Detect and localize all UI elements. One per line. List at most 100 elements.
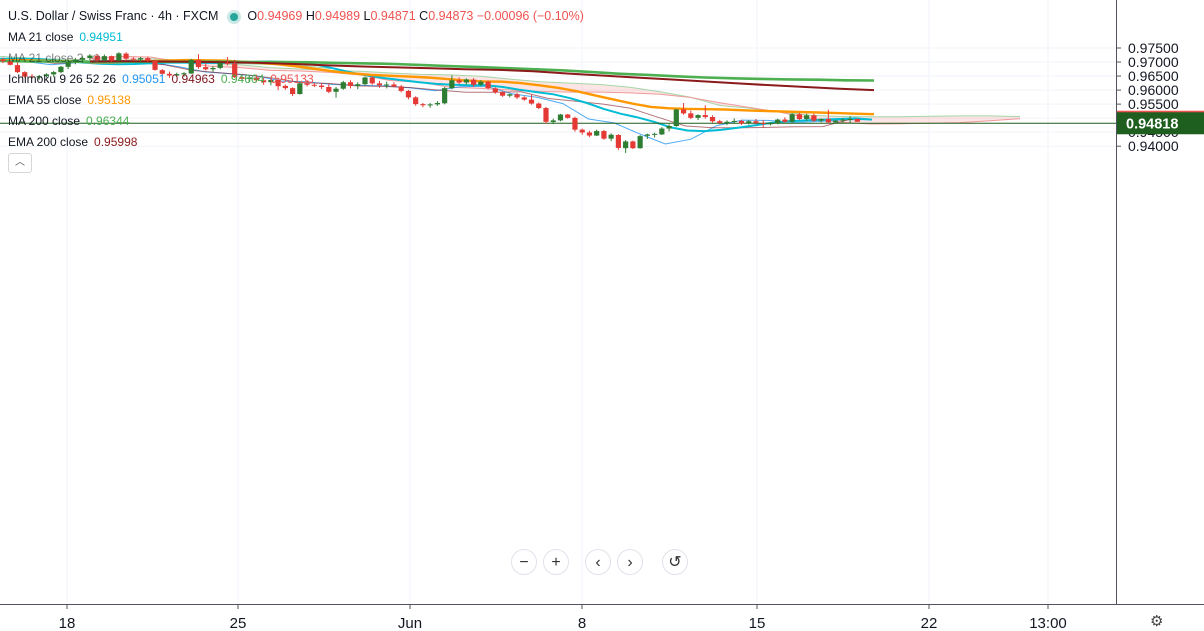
candle-body[interactable] (521, 97, 527, 100)
candle-body[interactable] (492, 88, 498, 93)
candle-body[interactable] (261, 80, 267, 83)
candle-body[interactable] (746, 121, 752, 124)
indicator-row[interactable]: EMA 200 close 0.95998 (8, 132, 584, 153)
candle-body[interactable] (159, 70, 165, 74)
candle-body[interactable] (210, 67, 216, 70)
candle-body[interactable] (608, 134, 614, 139)
candlestick-series[interactable] (0, 52, 860, 153)
candle-body[interactable] (239, 77, 245, 79)
candle-body[interactable] (203, 67, 209, 70)
candle-body[interactable] (767, 123, 774, 125)
candle-body[interactable] (224, 62, 231, 64)
candle-body[interactable] (724, 121, 730, 123)
candle-body[interactable] (65, 62, 71, 67)
candle-body[interactable] (680, 109, 687, 114)
candle-body[interactable] (565, 114, 571, 118)
candle-body[interactable] (688, 113, 694, 118)
candle-body[interactable] (615, 134, 621, 148)
candle-body[interactable] (717, 121, 723, 123)
candle-body[interactable] (709, 117, 716, 122)
candle-body[interactable] (434, 102, 440, 105)
indicator-row[interactable]: MA 200 close 0.96344 (8, 111, 584, 132)
indicator-row[interactable]: MA 21 close 2 ⊘ (8, 48, 584, 69)
candle-body[interactable] (543, 108, 549, 122)
candle-body[interactable] (594, 131, 600, 136)
candle-body[interactable] (58, 66, 64, 73)
candle-body[interactable] (840, 119, 846, 121)
candle-body[interactable] (796, 114, 802, 119)
eye-off-icon[interactable]: ⊘ (91, 51, 102, 65)
candle-body[interactable] (188, 59, 194, 74)
candle-body[interactable] (0, 59, 6, 62)
candle-body[interactable] (471, 79, 477, 85)
candle-body[interactable] (137, 58, 144, 60)
collapse-legend-button[interactable]: ︿ (8, 153, 32, 173)
indicator-row[interactable]: EMA 55 close 0.95138 (8, 90, 584, 111)
candle-body[interactable] (36, 76, 42, 78)
candle-body[interactable] (623, 141, 629, 149)
candle-body[interactable] (311, 84, 317, 86)
candle-body[interactable] (854, 118, 860, 122)
candle-body[interactable] (637, 136, 643, 149)
candle-body[interactable] (195, 59, 202, 68)
candle-body[interactable] (804, 115, 810, 119)
candle-body[interactable] (297, 83, 303, 95)
candle-body[interactable] (644, 134, 650, 136)
candle-body[interactable] (449, 80, 455, 89)
candle-body[interactable] (601, 131, 607, 139)
candle-body[interactable] (7, 61, 13, 65)
candle-body[interactable] (362, 77, 368, 85)
candle-body[interactable] (340, 82, 346, 89)
candle-body[interactable] (557, 114, 564, 121)
candle-body[interactable] (253, 77, 259, 81)
candle-body[interactable] (442, 88, 448, 104)
candle-body[interactable] (695, 115, 701, 118)
candle-body[interactable] (355, 84, 361, 86)
candle-body[interactable] (427, 104, 433, 106)
candle-body[interactable] (72, 59, 78, 63)
candle-body[interactable] (174, 74, 180, 76)
candle-body[interactable] (572, 117, 578, 130)
candle-body[interactable] (43, 74, 50, 77)
settings-gear-icon[interactable]: ⚙ (1150, 613, 1164, 630)
scroll-right-button[interactable]: › (617, 549, 643, 575)
zoom-in-button[interactable]: + (543, 549, 569, 575)
candle-body[interactable] (528, 99, 535, 104)
candle-body[interactable] (659, 128, 665, 135)
candle-body[interactable] (326, 87, 332, 92)
candle-body[interactable] (463, 79, 469, 83)
candle-body[interactable] (702, 115, 708, 118)
candle-body[interactable] (145, 58, 151, 61)
candle-body[interactable] (579, 129, 585, 133)
candle-body[interactable] (811, 115, 817, 121)
candle-body[interactable] (630, 141, 636, 149)
candle-body[interactable] (825, 118, 831, 123)
candle-body[interactable] (666, 126, 672, 129)
candle-body[interactable] (760, 122, 766, 124)
candle-body[interactable] (847, 118, 853, 120)
candle-body[interactable] (217, 62, 223, 68)
candle-body[interactable] (123, 53, 129, 59)
candle-body[interactable] (391, 84, 397, 87)
candle-body[interactable] (347, 82, 354, 86)
candle-body[interactable] (275, 79, 281, 87)
candle-body[interactable] (51, 72, 57, 75)
candle-body[interactable] (282, 85, 288, 89)
candle-body[interactable] (775, 119, 781, 124)
indicator-row[interactable]: MA 21 close 0.94951 (8, 27, 584, 48)
candle-body[interactable] (753, 121, 759, 123)
candle-body[interactable] (109, 56, 115, 61)
candle-body[interactable] (369, 77, 375, 84)
scroll-left-button[interactable]: ‹ (585, 549, 611, 575)
candle-body[interactable] (152, 60, 158, 70)
candle-body[interactable] (87, 55, 93, 59)
candle-body[interactable] (478, 81, 484, 85)
candle-body[interactable] (246, 77, 252, 79)
indicator-row[interactable]: Ichimoku 9 26 52 26 0.95051 0.94963 0.94664… (8, 69, 584, 90)
candle-body[interactable] (413, 97, 419, 105)
candle-body[interactable] (673, 109, 679, 127)
candle-body[interactable] (818, 118, 824, 121)
candle-body[interactable] (116, 53, 122, 61)
candle-body[interactable] (304, 83, 310, 85)
